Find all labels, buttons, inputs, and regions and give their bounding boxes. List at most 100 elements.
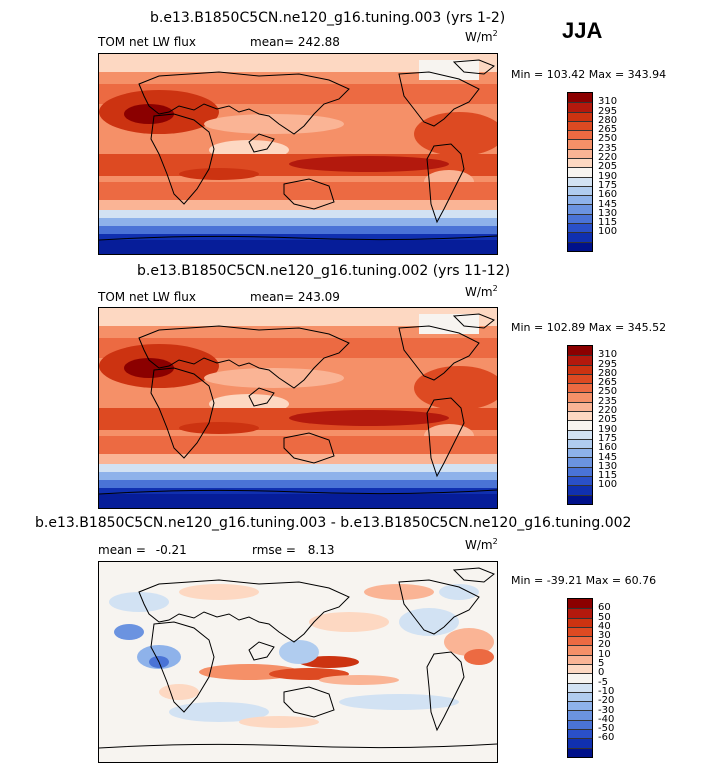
colorbar-swatch xyxy=(568,626,592,637)
panel-1-map xyxy=(98,53,498,255)
colorbar-tick-label: 40 xyxy=(598,620,611,632)
panel-2-mean-label: mean= xyxy=(250,290,295,304)
panel-1-colorbar xyxy=(567,92,593,252)
panel-2-title: b.e13.B1850C5CN.ne120_g16.tuning.002 (yr… xyxy=(137,263,511,279)
colorbar-swatch xyxy=(568,747,592,757)
colorbar-tick-label: 20 xyxy=(598,639,611,651)
colorbar-tick-label: -30 xyxy=(598,704,615,716)
colorbar-swatch xyxy=(568,494,592,504)
panel-1-mean-label: mean= xyxy=(250,35,295,49)
colorbar-tick-label: 190 xyxy=(598,170,618,182)
colorbar-tick-label: 280 xyxy=(598,114,618,126)
colorbar-swatch xyxy=(568,139,592,149)
colorbar-tick-label: 265 xyxy=(598,377,618,389)
colorbar-tick-label: 280 xyxy=(598,367,618,379)
panel-3-units: W/m2 xyxy=(465,537,498,552)
colorbar-swatch xyxy=(568,148,592,158)
panel-2-minmax: Min = 102.89 Max = 345.52 xyxy=(511,321,667,334)
colorbar-swatch xyxy=(568,102,592,112)
colorbar-swatch xyxy=(568,420,592,430)
colorbar-tick-label: 175 xyxy=(598,179,618,191)
panel-1-title: b.e13.B1850C5CN.ne120_g16.tuning.003 (yr… xyxy=(150,10,506,26)
colorbar-swatch xyxy=(568,738,592,748)
colorbar-swatch xyxy=(568,130,592,140)
colorbar-swatch xyxy=(568,176,592,186)
colorbar-tick-label: 190 xyxy=(598,423,618,435)
panel-3-title: b.e13.B1850C5CN.ne120_g16.tuning.003 - b… xyxy=(35,515,632,531)
colorbar-swatch xyxy=(568,448,592,458)
colorbar-tick-label: 115 xyxy=(598,470,618,482)
colorbar-swatch xyxy=(568,401,592,411)
colorbar-swatch xyxy=(568,710,592,720)
colorbar-swatch xyxy=(568,204,592,214)
colorbar-swatch xyxy=(568,185,592,196)
colorbar-swatch xyxy=(568,392,592,402)
colorbar-swatch xyxy=(568,485,592,495)
panel-1-mean-value: 242.88 xyxy=(297,35,340,49)
colorbar-swatch xyxy=(568,222,592,233)
panel-3-mean-value: -0.21 xyxy=(155,543,187,557)
colorbar-tick-label: 60 xyxy=(598,602,611,614)
colorbar-tick-label: 235 xyxy=(598,395,618,407)
colorbar-tick-label: -60 xyxy=(598,732,615,744)
colorbar-tick-label: 145 xyxy=(598,451,618,463)
colorbar-swatch xyxy=(568,346,592,356)
panel-3-minmax: Min = -39.21 Max = 60.76 xyxy=(511,574,657,587)
panel-2-mean: mean= 243.09 xyxy=(250,290,340,304)
colorbar-swatch xyxy=(568,663,592,674)
colorbar-tick-label: -10 xyxy=(598,685,615,697)
panel-1-variable-label: TOM net LW flux xyxy=(98,35,196,49)
colorbar-swatch xyxy=(568,157,592,168)
panel-3-mean: mean = -0.21 xyxy=(98,543,187,557)
colorbar-tick-label: 265 xyxy=(598,124,618,136)
colorbar-tick-label: 10 xyxy=(598,648,611,660)
colorbar-swatch xyxy=(568,673,592,683)
colorbar-swatch xyxy=(568,645,592,655)
colorbar-tick-label: 250 xyxy=(598,133,618,145)
colorbar-tick-label: 130 xyxy=(598,460,618,472)
colorbar-tick-label: 220 xyxy=(598,405,618,417)
colorbar-tick-label: 295 xyxy=(598,105,618,117)
colorbar-tick-label: -40 xyxy=(598,713,615,725)
colorbar-swatch xyxy=(568,373,592,384)
panel-3-rmse-label: rmse = xyxy=(252,543,296,557)
colorbar-tick-label: -5 xyxy=(598,676,608,688)
colorbar-swatch xyxy=(568,410,592,421)
colorbar-swatch xyxy=(568,383,592,393)
colorbar-tick-label: 5 xyxy=(598,658,605,670)
colorbar-swatch xyxy=(568,213,592,223)
colorbar-swatch xyxy=(568,636,592,646)
colorbar-tick-label: 50 xyxy=(598,611,611,623)
colorbar-tick-label: 100 xyxy=(598,226,618,238)
colorbar-tick-label: 295 xyxy=(598,358,618,370)
colorbar-swatch xyxy=(568,475,592,486)
season-label: JJA xyxy=(562,18,603,43)
colorbar-swatch xyxy=(568,682,592,692)
panel-1-minmax: Min = 103.42 Max = 343.94 xyxy=(511,68,667,81)
colorbar-tick-label: 130 xyxy=(598,207,618,219)
panel-3-mean-label: mean = xyxy=(98,543,146,557)
colorbar-tick-label: 310 xyxy=(598,96,618,108)
panel-1-units: W/m2 xyxy=(465,29,498,44)
colorbar-tick-label: -20 xyxy=(598,695,615,707)
panel-2-mean-value: 243.09 xyxy=(297,290,340,304)
colorbar-swatch xyxy=(568,438,592,449)
colorbar-tick-label: 160 xyxy=(598,442,618,454)
colorbar-tick-label: 175 xyxy=(598,432,618,444)
colorbar-tick-label: 235 xyxy=(598,142,618,154)
colorbar-swatch xyxy=(568,111,592,121)
panel-2-units: W/m2 xyxy=(465,284,498,299)
colorbar-swatch xyxy=(568,608,592,618)
colorbar-tick-label: 205 xyxy=(598,161,618,173)
colorbar-tick-label: 0 xyxy=(598,667,605,679)
colorbar-swatch xyxy=(568,93,592,103)
colorbar-swatch xyxy=(568,654,592,664)
colorbar-swatch xyxy=(568,466,592,476)
colorbar-swatch xyxy=(568,232,592,242)
colorbar-swatch xyxy=(568,691,592,702)
colorbar-tick-label: 310 xyxy=(598,349,618,361)
colorbar-tick-label: 220 xyxy=(598,152,618,164)
colorbar-tick-label: 115 xyxy=(598,217,618,229)
colorbar-swatch xyxy=(568,617,592,627)
panel-3-rmse-value: 8.13 xyxy=(307,543,335,557)
